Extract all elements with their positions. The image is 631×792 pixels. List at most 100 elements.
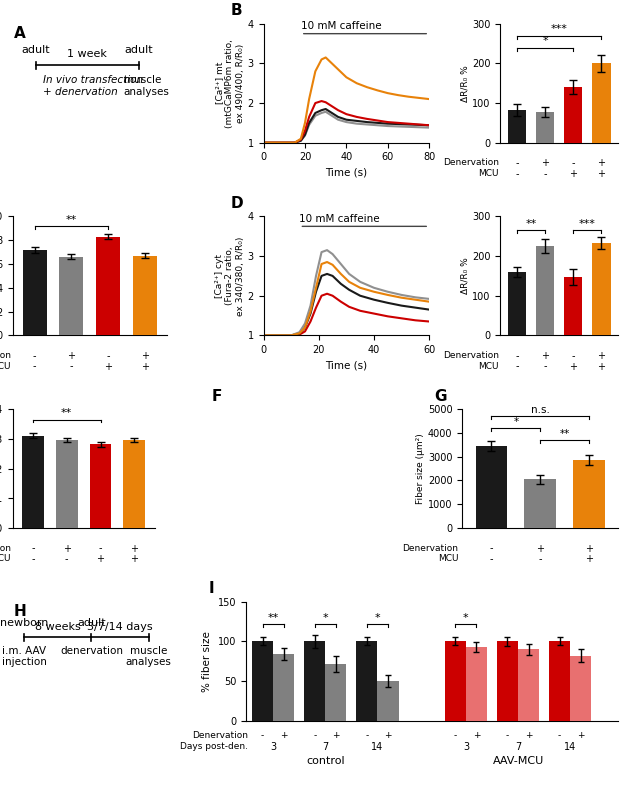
Text: +: + (541, 351, 549, 361)
Text: F: F (211, 389, 222, 404)
Text: denervation: denervation (60, 645, 123, 656)
Text: +: + (473, 732, 480, 741)
Text: **: ** (526, 219, 537, 229)
Text: +: + (598, 158, 606, 168)
Text: I: I (209, 581, 215, 596)
Text: +: + (332, 732, 339, 741)
Text: -: - (516, 169, 519, 179)
Bar (23, 249, 47, 335)
Text: MCU: MCU (0, 554, 11, 563)
Text: muscle
analyses: muscle analyses (124, 75, 170, 97)
Text: -: - (572, 351, 575, 361)
Text: +: + (104, 361, 112, 371)
Text: -: - (365, 732, 369, 741)
Y-axis label: Fiber size (μm²): Fiber size (μm²) (416, 433, 425, 504)
Text: AAV-MCU: AAV-MCU (492, 756, 544, 767)
Text: -: - (33, 351, 37, 361)
Text: *: * (375, 613, 380, 623)
Text: -: - (558, 732, 561, 741)
Bar (325, 664, 346, 721)
Text: H: H (14, 604, 27, 619)
Text: D: D (230, 196, 243, 211)
Bar (536, 112, 554, 143)
Text: +: + (569, 361, 577, 371)
Text: A: A (14, 26, 26, 41)
Text: newborn: newborn (0, 618, 48, 628)
X-axis label: Time (s): Time (s) (326, 360, 367, 371)
Text: 3/7/14 days: 3/7/14 days (87, 622, 153, 631)
Bar (524, 479, 556, 528)
Text: adult: adult (77, 618, 106, 628)
Text: 10 mM caffeine: 10 mM caffeine (301, 21, 382, 31)
Bar (508, 272, 526, 335)
Text: 7: 7 (322, 742, 328, 752)
Text: +: + (131, 554, 138, 564)
Text: MCU: MCU (0, 361, 11, 371)
Bar (593, 243, 611, 335)
Bar (518, 649, 539, 721)
Text: -: - (572, 158, 575, 168)
Text: -: - (538, 554, 542, 564)
Text: B: B (230, 3, 242, 18)
Text: +: + (598, 361, 606, 371)
Text: -: - (516, 158, 519, 168)
Bar (133, 256, 156, 335)
Text: -: - (65, 554, 68, 564)
Text: In vivo transfection
+ denervation: In vivo transfection + denervation (44, 75, 144, 97)
Text: adult: adult (125, 45, 153, 55)
Text: +: + (577, 732, 584, 741)
Text: 14: 14 (564, 742, 576, 752)
Text: **: ** (66, 215, 77, 225)
Text: 10 mM caffeine: 10 mM caffeine (300, 214, 380, 223)
Text: Denervation: Denervation (443, 158, 498, 167)
Text: Denervation: Denervation (403, 543, 458, 553)
Text: -: - (516, 361, 519, 371)
Text: -: - (506, 732, 509, 741)
Text: Days post-den.: Days post-den. (180, 742, 248, 751)
Text: -: - (543, 169, 547, 179)
Text: 8 weeks: 8 weeks (35, 622, 81, 631)
Y-axis label: % fiber size: % fiber size (203, 630, 212, 691)
Bar (22, 436, 44, 528)
Text: +: + (541, 158, 549, 168)
Bar (90, 444, 112, 528)
Text: -: - (33, 361, 37, 371)
Text: +: + (62, 543, 71, 554)
Text: +: + (569, 169, 577, 179)
Text: Denervation: Denervation (0, 543, 11, 553)
Text: +: + (536, 543, 545, 554)
Bar (357, 642, 377, 721)
Bar (466, 647, 487, 721)
Text: +: + (585, 554, 593, 564)
Y-axis label: [Ca²⁺] mt
(mtGCaMP6m ratio,
ex 490/400, R/R₀): [Ca²⁺] mt (mtGCaMP6m ratio, ex 490/400, … (215, 39, 245, 128)
Text: -: - (261, 732, 264, 741)
Text: muscle
analyses: muscle analyses (126, 645, 172, 668)
Text: *: * (514, 417, 519, 427)
Text: -: - (490, 554, 493, 564)
Text: 3: 3 (463, 742, 469, 752)
Text: MCU: MCU (438, 554, 458, 563)
Bar (593, 63, 611, 143)
Text: *: * (463, 613, 469, 623)
Bar (377, 681, 399, 721)
Text: +: + (384, 732, 392, 741)
Bar (573, 460, 605, 528)
Text: -: - (543, 361, 547, 371)
Text: Denervation: Denervation (0, 351, 11, 360)
Text: -: - (454, 732, 457, 741)
Bar (564, 87, 582, 143)
Text: 14: 14 (371, 742, 384, 752)
Y-axis label: ΔR/R₀ %: ΔR/R₀ % (460, 257, 469, 295)
Text: +: + (141, 361, 149, 371)
Y-axis label: [Ca²⁺] cyt
(Fura-2 ratio,
ex 340/380, R/R₀): [Ca²⁺] cyt (Fura-2 ratio, ex 340/380, R/… (215, 236, 245, 315)
Text: -: - (31, 543, 35, 554)
Text: control: control (306, 756, 345, 767)
Text: n.s.: n.s. (531, 405, 550, 415)
Text: MCU: MCU (478, 361, 498, 371)
Bar (508, 110, 526, 143)
Text: +: + (598, 169, 606, 179)
Text: -: - (107, 351, 110, 361)
Text: +: + (141, 351, 149, 361)
Text: +: + (97, 554, 105, 564)
Text: +: + (598, 351, 606, 361)
